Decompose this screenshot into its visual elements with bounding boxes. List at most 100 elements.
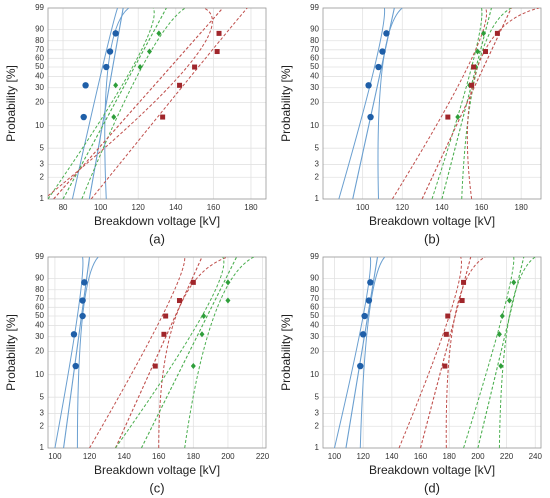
- y-tick-label: 20: [35, 97, 44, 106]
- x-tick-label: 200: [221, 452, 235, 461]
- y-tick-label: 3: [40, 160, 45, 169]
- plot-frame: [47, 256, 267, 449]
- x-tick-label: 220: [256, 452, 270, 461]
- x-tick-label: 180: [187, 452, 201, 461]
- y-tick-label: 10: [35, 121, 44, 130]
- y-tick-label: 99: [310, 3, 319, 12]
- plot-frame: [322, 256, 542, 449]
- data-point: [469, 82, 475, 88]
- confidence-bound: [104, 8, 130, 199]
- data-point: [192, 64, 198, 70]
- x-tick-label: 160: [475, 203, 489, 212]
- data-point: [459, 298, 465, 304]
- x-tick-label: 160: [152, 452, 166, 461]
- y-tick-label: 5: [40, 392, 45, 401]
- data-point: [82, 82, 89, 89]
- y-tick-label: 80: [310, 36, 319, 45]
- confidence-bound: [115, 257, 225, 448]
- data-point: [225, 297, 231, 304]
- y-tick-label: 2: [40, 421, 45, 430]
- x-tick-label: 120: [356, 452, 370, 461]
- y-tick-label: 10: [35, 370, 44, 379]
- x-tick-label: 140: [117, 452, 131, 461]
- y-tick-label: 2: [40, 172, 45, 181]
- y-tick-label: 70: [35, 294, 44, 303]
- data-point: [498, 363, 504, 370]
- y-tick-label: 20: [35, 346, 44, 355]
- data-point: [511, 279, 517, 286]
- data-point: [72, 362, 79, 370]
- data-point: [152, 363, 158, 369]
- plot-frame: [47, 7, 267, 200]
- data-point: [443, 331, 449, 337]
- data-point: [70, 331, 78, 338]
- data-point: [445, 313, 451, 319]
- data-point: [367, 113, 374, 121]
- x-tick-label: 160: [414, 452, 428, 461]
- data-point: [156, 30, 162, 37]
- y-tick-label: 40: [35, 321, 44, 330]
- data-point: [225, 279, 231, 286]
- confidence-bound: [466, 8, 540, 199]
- y-tick-label: 70: [310, 45, 319, 54]
- y-tick-label: 50: [310, 311, 319, 320]
- data-point: [113, 82, 119, 89]
- data-point: [190, 279, 196, 285]
- data-point: [383, 30, 390, 37]
- y-tick-label: 60: [310, 53, 319, 62]
- x-axis-label: Breakdown voltage [kV]: [369, 214, 495, 228]
- data-point: [442, 363, 448, 369]
- y-tick-label: 40: [310, 72, 319, 81]
- x-tick-label: 160: [207, 203, 221, 212]
- x-tick-label: 100: [94, 203, 108, 212]
- confidence-bound: [158, 257, 229, 448]
- x-tick-label: 140: [435, 203, 449, 212]
- confidence-bound: [184, 257, 255, 448]
- confidence-bound: [445, 257, 486, 448]
- y-tick-label: 5: [315, 392, 320, 401]
- fit-line: [421, 8, 512, 199]
- y-axis-label: Probability [%]: [279, 314, 293, 391]
- y-tick-label: 90: [310, 274, 319, 283]
- fit-lines: [48, 8, 248, 199]
- x-tick-label: 180: [515, 203, 529, 212]
- data-point: [471, 64, 477, 70]
- confidence-bound: [48, 8, 155, 199]
- fit-line: [477, 257, 525, 448]
- caption: (c): [149, 480, 164, 495]
- x-tick-label: 180: [244, 203, 258, 212]
- y-tick-label: 1: [315, 194, 320, 203]
- confidence-bound: [431, 8, 483, 199]
- y-axis-label: Probability [%]: [279, 65, 293, 142]
- plot-frame: [322, 7, 542, 200]
- y-tick-label: 10: [310, 370, 319, 379]
- y-tick-label: 80: [310, 285, 319, 294]
- fit-line: [419, 257, 472, 448]
- confidence-bound: [498, 257, 536, 448]
- fit-lines: [54, 257, 255, 448]
- y-tick-label: 90: [310, 25, 319, 34]
- y-tick-label: 3: [40, 409, 45, 418]
- x-tick-label: 140: [169, 203, 183, 212]
- data-point: [161, 331, 167, 337]
- y-tick-label: 5: [315, 143, 320, 152]
- x-axis-label: Breakdown voltage [kV]: [94, 214, 220, 228]
- confidence-bound: [398, 257, 462, 448]
- data-point: [112, 30, 119, 37]
- data-point: [81, 279, 88, 286]
- data-point: [80, 113, 87, 121]
- data-point: [494, 30, 500, 36]
- data-point: [146, 48, 152, 55]
- y-tick-label: 80: [35, 36, 44, 45]
- y-tick-label: 50: [310, 62, 319, 71]
- fit-line: [62, 8, 167, 199]
- confidence-bound: [359, 257, 386, 448]
- y-tick-label: 2: [315, 172, 320, 181]
- data-point: [177, 82, 183, 88]
- y-axis-label: Probability [%]: [4, 314, 18, 391]
- data-point: [367, 279, 374, 286]
